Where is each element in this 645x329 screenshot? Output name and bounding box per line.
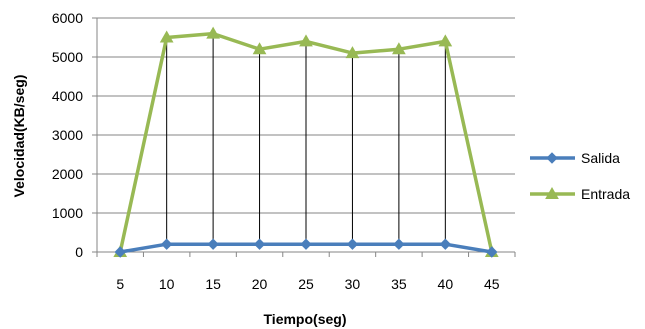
x-tick-label: 15 (205, 276, 221, 292)
axes (92, 17, 516, 257)
y-tick-label: 5000 (52, 49, 83, 65)
legend-item-entrada: Entrada (530, 186, 630, 202)
legend-label: Entrada (581, 186, 630, 202)
data-point-entrada (206, 26, 220, 39)
data-point-salida (114, 246, 126, 258)
y-tick-label: 2000 (52, 166, 83, 182)
data-point-entrada (392, 42, 406, 55)
legend: Salida Entrada (530, 150, 630, 202)
y-tick-label: 4000 (52, 88, 83, 104)
data-point-entrada (252, 42, 267, 55)
y-tick-label: 3000 (52, 127, 83, 143)
x-tick-labels: 5 10 15 20 25 30 35 40 45 (116, 276, 499, 292)
data-point-salida (486, 246, 498, 258)
x-axis-title: Tiempo(seg) (264, 311, 347, 327)
y-tick-labels: 0 1000 2000 3000 4000 5000 6000 (52, 10, 83, 260)
data-point-salida (300, 238, 312, 250)
data-point-salida (207, 238, 219, 250)
data-point-salida (393, 238, 405, 250)
data-point-salida (253, 238, 266, 250)
x-tick-label: 10 (159, 276, 175, 292)
x-tick-label: 5 (116, 276, 124, 292)
data-point-entrada (299, 34, 313, 47)
data-point-entrada (345, 46, 360, 59)
data-point-salida (439, 238, 452, 250)
y-tick-label: 1000 (52, 205, 83, 221)
series-salida (114, 238, 498, 258)
legend-marker (545, 186, 559, 199)
legend-item-salida: Salida (530, 150, 620, 166)
legend-marker (546, 152, 558, 164)
drop-lines (166, 33, 446, 245)
data-point-salida (160, 238, 173, 250)
x-tick-label: 25 (298, 276, 314, 292)
series-layer (113, 26, 499, 258)
y-tick-label: 6000 (52, 10, 83, 26)
data-point-entrada (438, 34, 453, 47)
x-tick-label: 30 (345, 276, 361, 292)
y-tick-label: 0 (75, 244, 83, 260)
x-tick-label: 20 (252, 276, 268, 292)
x-tick-label: 45 (484, 276, 500, 292)
data-point-entrada (159, 30, 174, 43)
legend-label: Salida (581, 150, 620, 166)
data-point-salida (346, 238, 359, 250)
x-tick-label: 35 (391, 276, 407, 292)
x-tick-label: 40 (438, 276, 454, 292)
y-axis-title: Velocidad(KB/seg) (11, 75, 27, 198)
